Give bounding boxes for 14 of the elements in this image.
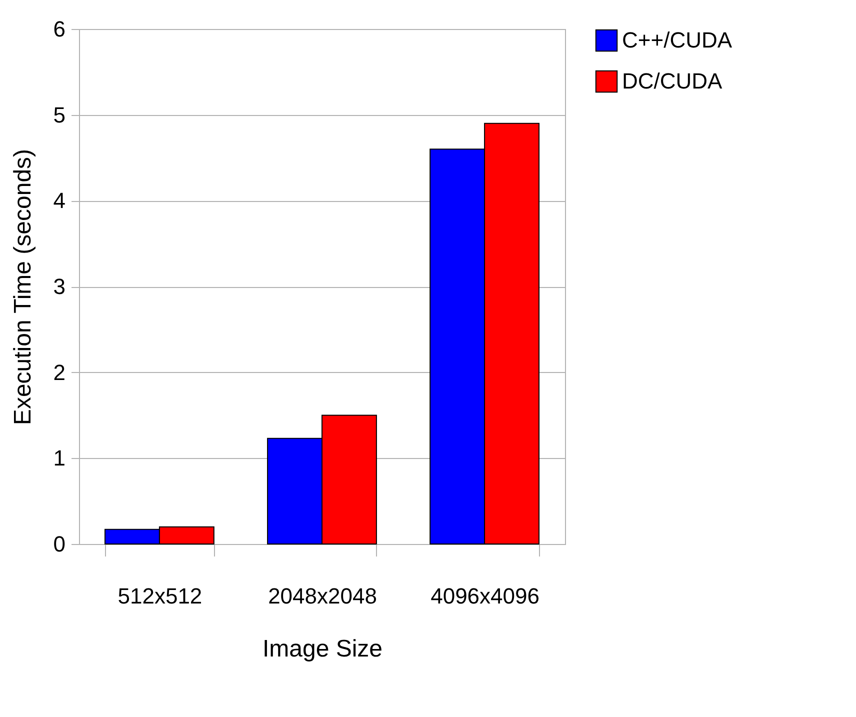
y-tick-label: 0 — [53, 532, 66, 556]
x-tick-label: 512x512 — [118, 584, 202, 608]
y-tick-label: 4 — [53, 188, 66, 214]
legend-label: DC/CUDA — [622, 68, 723, 94]
x-axis-title: Image Size — [262, 636, 383, 662]
y-axis-title: Execution Time (seconds) — [9, 148, 36, 426]
x-tick-label: 4096x4096 — [430, 584, 540, 608]
y-tick-label: 6 — [53, 16, 66, 42]
y-tick-label: 2 — [53, 360, 66, 385]
legend-label: C++/CUDA — [622, 28, 732, 52]
y-tick-label: 1 — [53, 446, 66, 471]
x-tick-label: 2048x2048 — [268, 584, 377, 608]
y-tick-label: 3 — [53, 274, 66, 299]
y-tick-label: 5 — [53, 102, 66, 128]
